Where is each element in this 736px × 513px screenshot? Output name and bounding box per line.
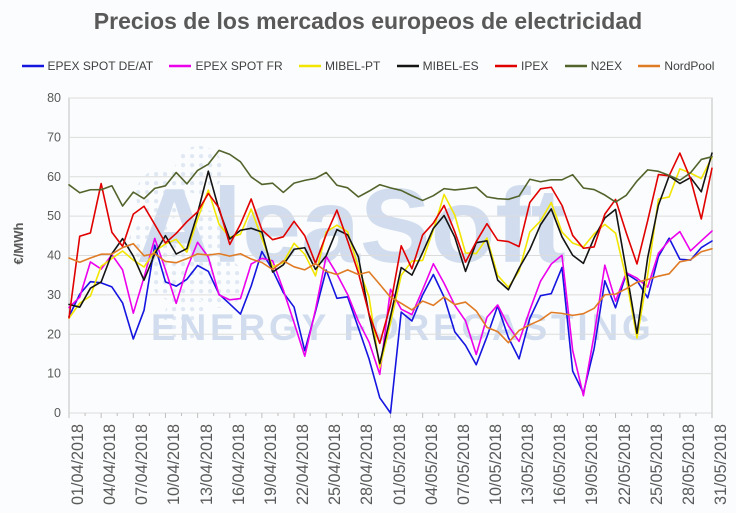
svg-text:30: 30 xyxy=(47,288,61,302)
svg-text:0: 0 xyxy=(54,406,61,420)
svg-text:70: 70 xyxy=(47,130,61,144)
svg-text:40: 40 xyxy=(47,249,61,263)
svg-text:80: 80 xyxy=(47,91,61,105)
svg-text:20: 20 xyxy=(47,327,61,341)
svg-text:10: 10 xyxy=(47,367,61,381)
svg-text:50: 50 xyxy=(47,209,61,223)
svg-text:60: 60 xyxy=(47,170,61,184)
